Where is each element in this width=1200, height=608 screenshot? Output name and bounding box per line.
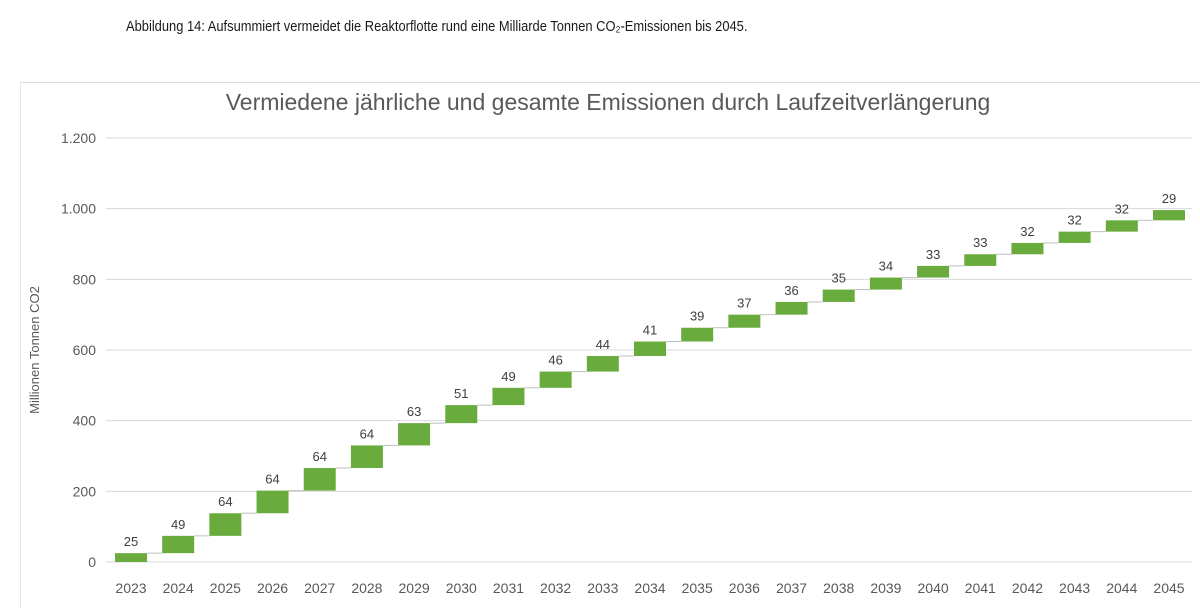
x-tick-label: 2037 (776, 580, 807, 596)
data-label: 46 (548, 353, 562, 368)
bar (1105, 220, 1138, 232)
data-label: 32 (1115, 201, 1129, 216)
bar (209, 513, 242, 536)
bar (303, 468, 336, 491)
y-axis-label: Millionen Tonnen CO2 (27, 286, 42, 414)
x-tick-label: 2029 (399, 580, 430, 596)
bar (162, 535, 195, 554)
bar (634, 341, 666, 357)
data-label: 64 (360, 426, 374, 441)
x-tick-label: 2036 (729, 580, 760, 596)
y-tick-label: 400 (73, 413, 97, 429)
data-label: 25 (124, 534, 138, 549)
chart-title: Vermiedene jährliche und gesamte Emissio… (226, 89, 991, 115)
data-label: 37 (737, 296, 751, 311)
x-tick-label: 2038 (823, 580, 854, 596)
data-label: 36 (784, 283, 798, 298)
y-tick-label: 200 (73, 483, 97, 499)
x-tick-label: 2030 (446, 580, 477, 596)
x-tick-label: 2045 (1153, 580, 1184, 596)
x-tick-label: 2043 (1059, 580, 1090, 596)
data-label: 44 (596, 337, 610, 352)
bar (869, 277, 902, 290)
data-label: 34 (879, 259, 893, 274)
figure-caption: Abbildung 14: Aufsummiert vermeidet die … (126, 18, 748, 35)
bar (1153, 210, 1185, 221)
y-tick-label: 600 (73, 342, 97, 358)
bar (398, 423, 431, 446)
x-tick-label: 2033 (587, 580, 618, 596)
x-tick-label: 2028 (351, 580, 382, 596)
bar (728, 314, 761, 328)
bar (539, 371, 572, 388)
bar (964, 254, 997, 266)
x-tick-label: 2044 (1106, 580, 1137, 596)
data-labels: 25 49 64 64 64 64 63 51 49 46 44 41 39 37 36 35 34 33 33 32… (124, 191, 1176, 549)
data-label: 63 (407, 404, 421, 419)
bar (1011, 242, 1044, 255)
bar (350, 445, 383, 469)
bar (822, 289, 855, 302)
data-label: 64 (312, 449, 326, 464)
data-label: 51 (454, 386, 468, 401)
bar (256, 490, 289, 514)
data-label: 33 (926, 247, 940, 262)
bars (115, 210, 1185, 562)
data-label: 32 (1020, 224, 1034, 239)
data-label: 39 (690, 309, 704, 324)
x-tick-label: 2023 (115, 580, 146, 596)
bar (115, 553, 147, 562)
y-tick-label: 0 (88, 554, 96, 570)
x-tick-label: 2042 (1012, 580, 1043, 596)
data-label: 64 (265, 472, 279, 487)
x-tick-label: 2041 (965, 580, 996, 596)
y-tick-label: 1.200 (61, 130, 96, 146)
bar (492, 387, 525, 406)
x-tick-label: 2039 (870, 580, 901, 596)
x-axis-ticks: 2023 2024 2025 2026 2027 2028 2029 2030 2031 2032… (115, 580, 1184, 596)
data-label: 32 (1067, 213, 1081, 228)
bar (681, 327, 714, 342)
bar (586, 356, 619, 372)
data-label: 33 (973, 235, 987, 250)
data-label: 64 (218, 494, 232, 509)
data-label: 41 (643, 323, 657, 338)
x-tick-label: 2040 (918, 580, 949, 596)
bar (445, 405, 478, 424)
data-label: 49 (171, 517, 185, 532)
data-label: 29 (1162, 191, 1176, 206)
x-tick-label: 2026 (257, 580, 288, 596)
y-axis-ticks: 0 200 400 600 800 1.000 1.200 (61, 130, 96, 570)
data-label: 35 (831, 271, 845, 286)
connectors (147, 219, 1153, 554)
x-tick-label: 2025 (210, 580, 241, 596)
y-tick-label: 800 (73, 271, 97, 287)
x-tick-label: 2032 (540, 580, 571, 596)
x-tick-label: 2035 (682, 580, 713, 596)
bar (917, 265, 950, 278)
bar (1058, 231, 1091, 243)
x-tick-label: 2034 (634, 580, 665, 596)
x-tick-label: 2027 (304, 580, 335, 596)
x-tick-label: 2024 (163, 580, 194, 596)
bar (775, 301, 808, 315)
y-tick-label: 1.000 (61, 201, 96, 217)
x-tick-label: 2031 (493, 580, 524, 596)
data-label: 49 (501, 369, 515, 384)
